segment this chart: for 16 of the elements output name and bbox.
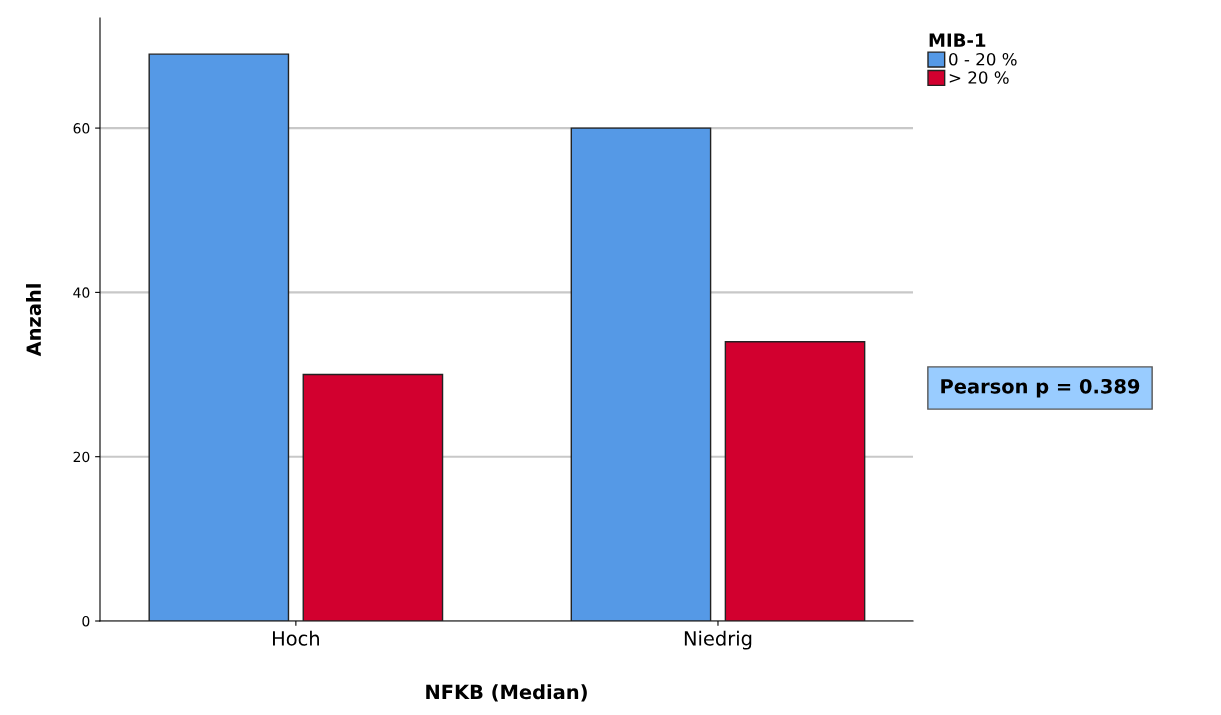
bar xyxy=(148,53,290,621)
x-tick-label: Niedrig xyxy=(684,630,752,650)
x-tick-label: Hoch xyxy=(273,630,319,646)
y-tick-label: 0 xyxy=(82,615,90,627)
bar xyxy=(570,127,712,621)
legend-label: 0 - 20 % xyxy=(949,52,1017,66)
bar xyxy=(724,340,866,621)
legend-label: > 20 % xyxy=(949,71,1009,84)
x-axis-title: NFKB (Median) xyxy=(426,684,587,702)
y-axis-title: Anzahl xyxy=(26,284,42,357)
bar xyxy=(302,373,444,621)
y-tick-label: 60 xyxy=(73,123,90,134)
legend-title: MIB-1 xyxy=(929,33,986,47)
text: Pearson p = 0.389 xyxy=(941,378,1140,398)
y-tick-label: 20 xyxy=(73,451,90,463)
y-tick-label: 40 xyxy=(73,287,90,298)
